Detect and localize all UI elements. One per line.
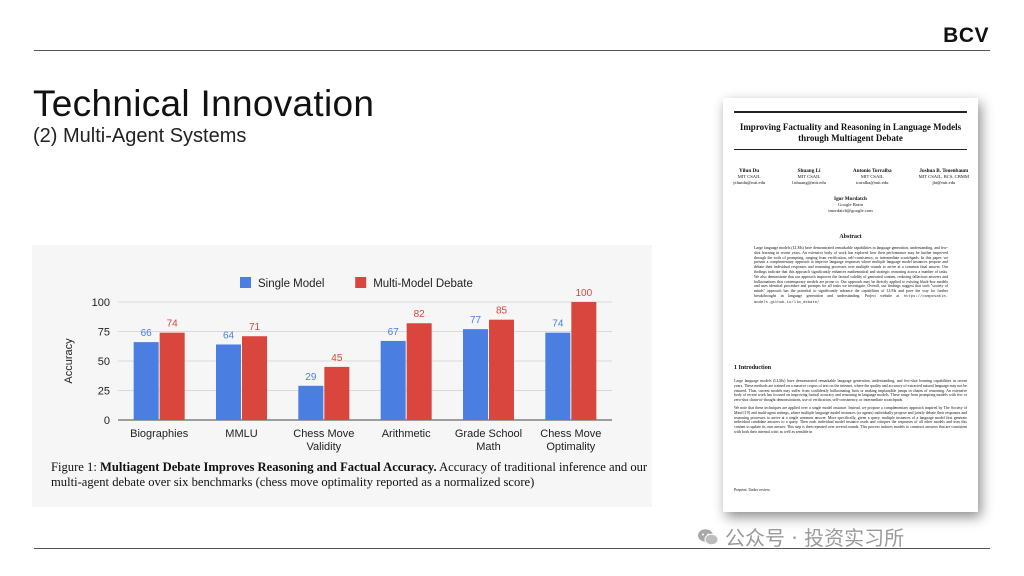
slide-subtitle: (2) Multi-Agent Systems xyxy=(33,125,247,147)
wechat-icon xyxy=(698,528,719,545)
legend-swatch xyxy=(355,277,367,288)
data-label: 82 xyxy=(414,309,426,320)
data-label: 74 xyxy=(167,319,179,330)
y-axis-label: Accuracy xyxy=(63,338,75,384)
watermark: 公众号 · 投资实习所 xyxy=(697,522,904,551)
bar xyxy=(324,366,350,420)
paper-title-rule xyxy=(734,149,967,150)
x-tick-label: Biographies xyxy=(130,428,189,440)
author-email: lishuang@mit.edu xyxy=(792,180,826,185)
bar xyxy=(463,329,488,420)
author-email: imordatch@google.com xyxy=(828,208,873,213)
bottom-divider xyxy=(34,548,990,549)
paper-title: Improving Factuality and Reasoning in La… xyxy=(739,122,962,143)
caption-bold: Multiagent Debate Improves Reasoning and… xyxy=(99,460,437,474)
legend-label: Multi-Model Debate xyxy=(373,278,473,290)
bar xyxy=(571,302,597,420)
bar xyxy=(406,323,432,420)
y-tick-label: 50 xyxy=(98,356,110,368)
x-tick-label: Arithmetic xyxy=(382,428,431,440)
bar xyxy=(545,332,571,420)
bar xyxy=(216,344,241,420)
author-email: yilundu@mit.edu xyxy=(733,180,766,185)
bar xyxy=(298,385,324,420)
abstract-body: Large language models (LLMs) have demons… xyxy=(754,246,948,298)
brand-logo: BCV xyxy=(943,24,989,47)
bar xyxy=(159,332,185,420)
project-link: https://composable-models.github.io/llm_… xyxy=(754,294,949,305)
paper-footnote: Preprint. Under review. xyxy=(734,488,771,492)
data-label: 74 xyxy=(552,319,564,330)
data-label: 71 xyxy=(249,322,261,333)
bar xyxy=(242,336,267,420)
abstract-heading: Abstract xyxy=(839,234,862,240)
bar xyxy=(489,319,514,420)
author-4: Joshua B. Tenenbaum MIT CSAIL, BCS, CBMM… xyxy=(919,168,969,186)
data-label: 29 xyxy=(305,372,317,383)
bar xyxy=(380,340,406,420)
x-tick-label: Validity xyxy=(307,441,342,453)
bar xyxy=(133,342,159,420)
x-tick-label: Optimality xyxy=(546,441,595,453)
x-tick-label: Chess Move xyxy=(540,428,601,440)
author-affiliation: MIT CSAIL xyxy=(737,174,761,179)
figure-panel: 0 25 50 75 100 Accuracy Single Model Multi-Mode… xyxy=(32,245,652,507)
data-label: 67 xyxy=(388,327,400,338)
abstract-text: Large language models (LLMs) have demons… xyxy=(754,246,948,306)
section-heading: 1 Introduction xyxy=(734,365,772,371)
x-tick-label: Grade School xyxy=(455,428,522,440)
intro-paragraph-2: We note that these techniques are applie… xyxy=(734,405,967,434)
x-tick-label: Chess Move xyxy=(293,428,354,440)
data-label: 100 xyxy=(575,288,592,299)
paper-body: Large language models (LLMs) have demons… xyxy=(734,379,967,438)
author-list: Yilun Du MIT CSAIL yilundu@mit.edu Shuan… xyxy=(733,168,969,186)
watermark-text: 公众号 · 投资实习所 xyxy=(725,526,905,550)
legend-swatch xyxy=(240,277,251,288)
y-tick-label: 0 xyxy=(104,415,110,427)
slide-title: Technical Innovation xyxy=(33,83,375,124)
y-tick-label: 75 xyxy=(98,327,110,339)
author-name: Yilun Du xyxy=(739,168,760,174)
caption-text: Accuracy of traditional inference and ou… xyxy=(51,460,648,489)
author-affiliation: MIT CSAIL xyxy=(797,174,821,179)
author-email: torralba@mit.edu xyxy=(856,180,889,185)
author-2: Shuang Li MIT CSAIL lishuang@mit.edu xyxy=(792,168,826,186)
x-tick-label: MMLU xyxy=(225,428,257,440)
y-tick-label: 100 xyxy=(92,297,110,309)
intro-paragraph-1: Large language models (LLMs) have demons… xyxy=(734,379,967,403)
legend-label: Single Model xyxy=(258,278,324,290)
author-affiliation: MIT CSAIL, BCS, CBMM xyxy=(918,174,969,179)
data-label: 45 xyxy=(331,353,343,364)
author-5: Igor Mordatch Google Brain imordatch@goo… xyxy=(723,196,978,214)
paper-thumbnail: Improving Factuality and Reasoning in La… xyxy=(723,98,978,512)
author-3: Antonio Torralba MIT CSAIL torralba@mit.… xyxy=(853,168,892,186)
paper-top-rule xyxy=(734,111,967,113)
figure-caption: Figure 1: Multiagent Debate Improves Rea… xyxy=(51,460,651,490)
data-label: 66 xyxy=(141,328,153,339)
data-label: 64 xyxy=(223,330,235,341)
bar-chart: 0 25 50 75 100 Accuracy Single Model Multi-Mode… xyxy=(63,277,612,453)
author-email: jbt@mit.edu xyxy=(932,180,956,185)
author-affiliation: Google Brain xyxy=(838,202,863,207)
author-name: Igor Mordatch xyxy=(834,196,867,202)
author-name: Joshua B. Tenenbaum xyxy=(919,168,969,174)
x-tick-label: Math xyxy=(476,441,500,453)
data-label: 77 xyxy=(470,315,482,326)
y-tick-label: 25 xyxy=(98,386,110,398)
author-1: Yilun Du MIT CSAIL yilundu@mit.edu xyxy=(733,168,765,186)
author-name: Shuang Li xyxy=(797,168,821,174)
author-affiliation: MIT CSAIL xyxy=(860,174,884,179)
author-name: Antonio Torralba xyxy=(852,168,892,174)
data-label: 85 xyxy=(496,306,508,317)
top-divider xyxy=(34,50,990,51)
caption-prefix: Figure 1: xyxy=(51,460,100,474)
